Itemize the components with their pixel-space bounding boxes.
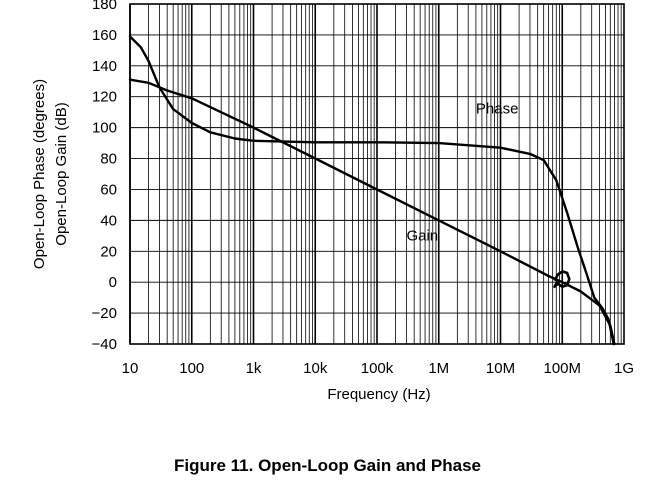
plot-frame — [129, 3, 625, 345]
plot-border — [129, 3, 625, 345]
series-line-phase — [128, 35, 615, 346]
y-tick-label: 80 — [100, 151, 117, 168]
x-tick-label: 1G — [614, 360, 634, 377]
x-tick-label: 100 — [179, 360, 204, 377]
x-axis-title: Frequency (Hz) — [327, 386, 430, 403]
y-tick-label: 160 — [92, 27, 117, 44]
y-tick-labels: −40 −20 0 20 40 60 80 100 120 140 160 180 — [92, 0, 117, 353]
y-tick-label: 100 — [92, 120, 117, 137]
y-tick-label: 120 — [92, 89, 117, 106]
x-tick-label: 100k — [361, 360, 394, 377]
y-tick-label: −20 — [92, 305, 117, 322]
y-tick-label: 140 — [92, 58, 117, 75]
y-axis-title-phase: Open-Loop Phase (degrees) — [31, 79, 48, 269]
y-axis-title-gain: Open-Loop Gain (dB) — [53, 102, 70, 245]
x-tick-label: 1M — [428, 360, 449, 377]
y-tick-label: 0 — [109, 274, 117, 291]
x-tick-label: 100M — [543, 360, 581, 377]
y-tick-label: −40 — [92, 336, 117, 353]
x-tick-label: 1k — [246, 360, 262, 377]
y-tick-label: 60 — [100, 181, 117, 198]
x-tick-label: 10k — [303, 360, 328, 377]
y-tick-label: 180 — [92, 0, 117, 13]
grid — [129, 3, 624, 345]
series-labels: Gain Phase — [406, 101, 518, 245]
series-label-gain: Gain — [406, 227, 438, 244]
series-label-phase: Phase — [476, 101, 519, 118]
x-tick-labels: 10 100 1k 10k 100k 1M 10M 100M 1G — [122, 360, 634, 377]
y-tick-label: 40 — [100, 212, 117, 229]
y-tick-label: 20 — [100, 243, 117, 260]
x-tick-label: 10 — [122, 360, 139, 377]
crossover-loop-marker — [553, 270, 571, 289]
x-tick-label: 10M — [486, 360, 515, 377]
series-lines — [128, 35, 616, 346]
figure-caption: Figure 11. Open-Loop Gain and Phase — [174, 456, 481, 475]
series-line-gain — [128, 78, 616, 346]
